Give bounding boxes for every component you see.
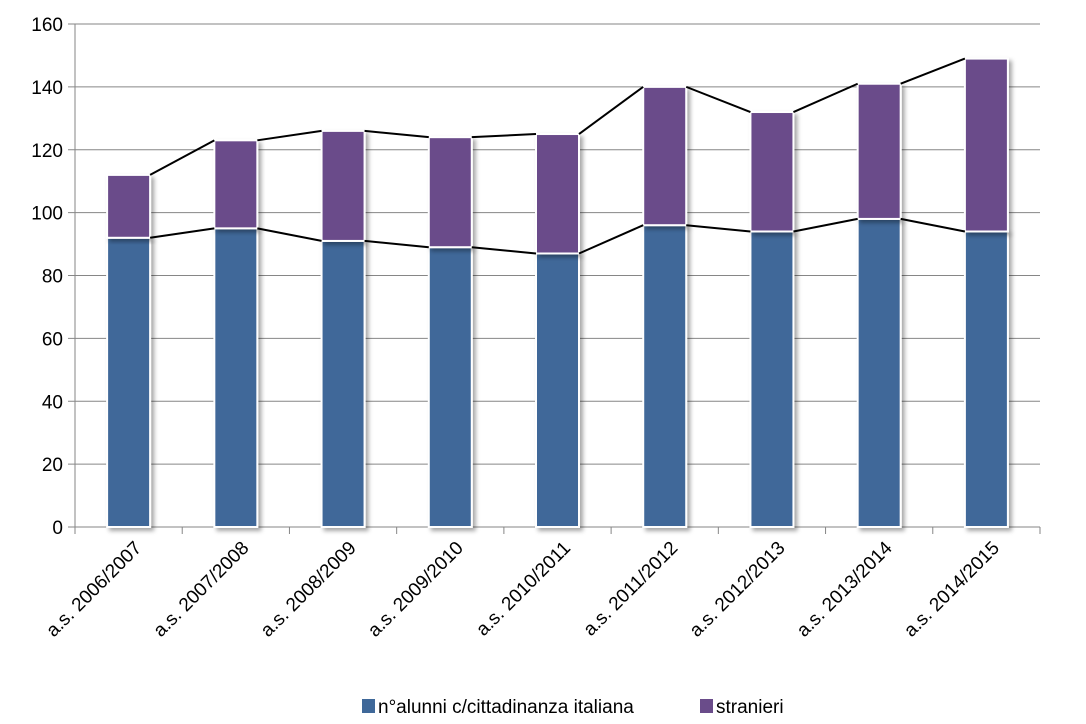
x-tick-label: a.s. 2008/2009	[257, 538, 361, 642]
series-line-stranieri	[257, 129, 322, 142]
legend-label: n°alunni c/cittadinanza italiana	[378, 697, 634, 718]
series-line-stranieri	[900, 57, 966, 85]
bar-italian	[856, 217, 902, 528]
x-tick-label: a.s. 2006/2007	[42, 538, 146, 642]
x-tick-label: a.s. 2013/2014	[793, 537, 897, 641]
series-line-italian	[578, 224, 644, 255]
series-line-stranieri	[364, 129, 429, 139]
bar-stranieri	[749, 111, 795, 233]
y-tick-label: 100	[31, 204, 63, 225]
legend-swatch	[362, 699, 375, 713]
legend-swatch	[700, 699, 713, 713]
bar-italian	[749, 230, 795, 529]
y-tick-label: 140	[31, 78, 63, 99]
series-line-stranieri	[471, 133, 537, 139]
bar-stranieri	[427, 136, 473, 249]
series-line-stranieri	[578, 86, 644, 135]
connector-lines	[149, 57, 966, 255]
bar-italian	[535, 252, 580, 528]
legend: n°alunni c/cittadinanza italiana stranier…	[362, 697, 784, 718]
y-tick-label: 120	[31, 141, 63, 162]
series-line-italian	[149, 227, 215, 239]
legend-item-stranieri: stranieri	[700, 697, 784, 718]
y-tick-label: 160	[31, 15, 63, 36]
x-tick-label: a.s. 2012/2013	[686, 538, 790, 642]
bar-stranieri	[642, 85, 688, 227]
series-line-stranieri	[793, 82, 859, 113]
series-line-italian	[364, 239, 429, 249]
bar-stranieri	[535, 133, 580, 255]
bar-stranieri	[963, 57, 1009, 233]
series-line-italian	[793, 217, 858, 233]
y-tick-label: 80	[42, 267, 63, 288]
x-tick-label: a.s. 2010/2011	[472, 538, 575, 641]
series-line-stranieri	[685, 85, 751, 113]
x-tick-label: a.s. 2009/2010	[364, 538, 468, 642]
series-line-italian	[471, 246, 537, 255]
y-tick-label: 60	[42, 329, 63, 350]
bars	[106, 57, 1009, 529]
bar-italian	[427, 246, 473, 529]
y-tick-label: 0	[52, 518, 63, 539]
legend-label: stranieri	[716, 697, 784, 718]
series-line-italian	[257, 227, 322, 242]
bar-stranieri	[106, 173, 152, 239]
bar-stranieri	[856, 82, 902, 220]
x-tick-label: a.s. 2011/2012	[580, 538, 683, 641]
series-line-stranieri	[149, 139, 215, 176]
series-line-italian	[686, 224, 751, 233]
bar-italian	[642, 224, 688, 528]
series-line-italian	[900, 217, 966, 233]
bar-italian	[213, 227, 259, 528]
bar-italian	[963, 230, 1009, 529]
x-tick-label: a.s. 2014/2015	[900, 538, 1004, 642]
bar-italian	[106, 236, 152, 528]
legend-item-italian: n°alunni c/cittadinanza italiana	[362, 697, 634, 718]
bar-stranieri	[320, 129, 366, 242]
bar-stranieri	[213, 139, 259, 230]
y-tick-label: 20	[42, 455, 63, 476]
x-tick-label: a.s. 2007/2008	[150, 538, 254, 642]
y-tick-label: 40	[42, 392, 63, 413]
bar-italian	[320, 239, 366, 528]
